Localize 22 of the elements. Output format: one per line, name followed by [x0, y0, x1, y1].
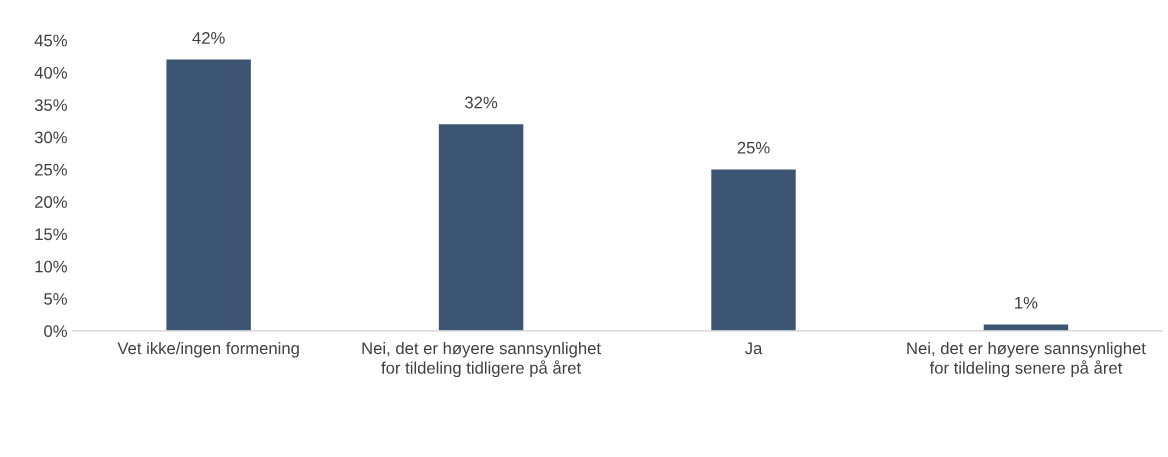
bar: [983, 324, 1069, 331]
y-tick-label: 5%: [44, 293, 67, 305]
x-tick-label: Ja: [744, 342, 763, 355]
data-label: 1%: [1015, 296, 1038, 309]
bar: [711, 169, 796, 331]
bar: [438, 124, 524, 331]
x-tick-label: Nei, det er høyere sannsynlighet for tildeling senere på året: [907, 341, 1146, 378]
y-tick-label: 40%: [34, 66, 67, 79]
x-tick-label: Vet ikke/ingen formening: [117, 341, 299, 358]
y-tick-label: 20%: [35, 196, 67, 208]
y-tick-label: 15%: [35, 228, 67, 241]
y-tick-label: 45%: [34, 34, 67, 47]
data-label: 32%: [465, 96, 498, 109]
y-tick-label: 10%: [35, 260, 67, 273]
x-tick-label: Nei, det er høyere sannsynlighet for tildeling tidligere på året: [362, 341, 601, 378]
y-tick-label: 35%: [34, 99, 67, 112]
data-label: 25%: [737, 141, 770, 154]
y-tick-label: 25%: [35, 163, 67, 176]
y-tick-label: 30%: [34, 131, 67, 144]
bar: [166, 59, 251, 331]
data-label: 42%: [192, 32, 225, 44]
y-tick-label: 0%: [44, 325, 67, 338]
